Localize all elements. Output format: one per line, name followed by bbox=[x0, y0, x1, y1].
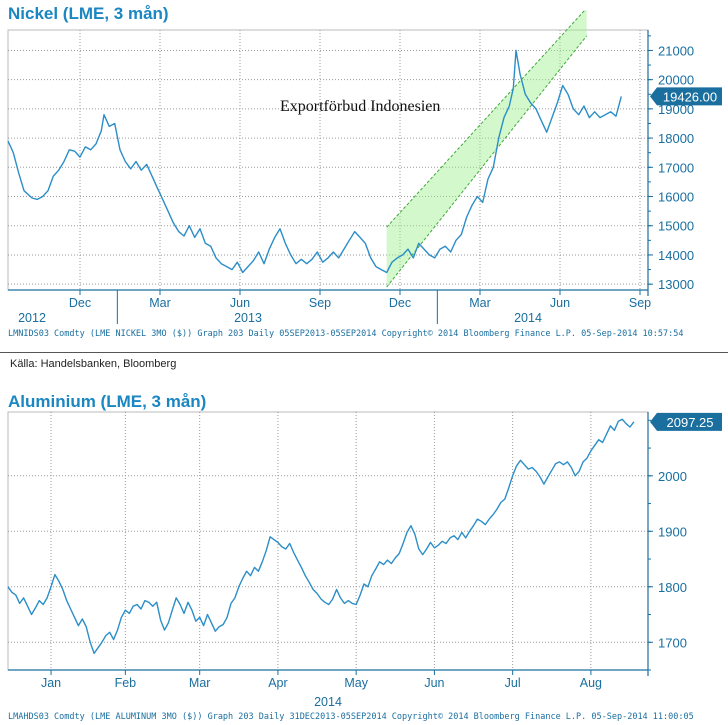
last-value-label: 2097.25 bbox=[667, 415, 714, 430]
bloomberg-footer: LMAHDS03 Comdty (LME ALUMINUM 3MO ($)) G… bbox=[8, 712, 694, 722]
aluminium-chart-title: Aluminium (LME, 3 mån) bbox=[8, 392, 207, 411]
trend-band bbox=[386, 10, 587, 288]
x-tick-label: Dec bbox=[69, 296, 91, 310]
x-tick-label: Mar bbox=[189, 676, 211, 690]
last-value-flag bbox=[650, 412, 722, 431]
y-tick-label: 18000 bbox=[658, 131, 694, 146]
nickel-chart-title: Nickel (LME, 3 mån) bbox=[8, 4, 169, 23]
year-label: 2012 bbox=[18, 311, 46, 325]
series-line bbox=[7, 49, 622, 274]
nickel-chart-panel: 13000 14000 15000 16000 17000 18000 19000 20000… bbox=[0, 0, 728, 345]
x-tick-label: Jun bbox=[230, 296, 250, 310]
x-tick-label: Dec bbox=[389, 296, 411, 310]
y-tick-label: 15000 bbox=[658, 219, 694, 234]
y-tick-label: 1800 bbox=[658, 580, 687, 595]
trend-band-upper-edge bbox=[386, 10, 586, 228]
y-tick-label: 1700 bbox=[658, 635, 687, 650]
year-label: 2014 bbox=[514, 311, 542, 325]
x-tick-label: Jun bbox=[424, 676, 444, 690]
y-tick-label: 14000 bbox=[658, 248, 694, 263]
x-tick-label: Jun bbox=[550, 296, 570, 310]
x-tick-label: Aug bbox=[580, 676, 602, 690]
y-tick-label: 21000 bbox=[658, 43, 694, 58]
x-tick-label: Feb bbox=[115, 676, 137, 690]
x-tick-label: Sep bbox=[309, 296, 331, 310]
series-line bbox=[7, 418, 635, 655]
y-tick-label: 1900 bbox=[658, 524, 687, 539]
y-tick-label: 19000 bbox=[658, 102, 694, 117]
y-tick-label: 17000 bbox=[658, 160, 694, 175]
panel-divider bbox=[0, 352, 728, 353]
year-label: 2013 bbox=[234, 311, 262, 325]
x-tick-label: Jul bbox=[505, 676, 521, 690]
last-value-label: 19426.00 bbox=[663, 89, 717, 104]
source-text: Källa: Handelsbanken, Bloomberg bbox=[10, 358, 177, 370]
x-tick-label: Mar bbox=[149, 296, 171, 310]
y-tick-label: 16000 bbox=[658, 190, 694, 205]
y-tick-label: 2000 bbox=[658, 469, 687, 484]
x-tick-label: Jan bbox=[41, 676, 61, 690]
trend-band-group bbox=[386, 10, 588, 288]
x-tick-label: Sep bbox=[629, 296, 651, 310]
x-tick-label: May bbox=[344, 676, 368, 690]
x-axis-label: 2014 bbox=[314, 695, 342, 709]
aluminium-chart: 1700 1800 1900 2000 Jan Feb Mar Apr May Jun Jul Aug… bbox=[7, 411, 722, 722]
annotation-text: Exportförbud Indonesien bbox=[280, 98, 440, 115]
y-tick-label: 20000 bbox=[658, 73, 694, 88]
last-value-flag bbox=[650, 87, 722, 106]
nickel-chart: 13000 14000 15000 16000 17000 18000 19000 20000… bbox=[7, 10, 722, 339]
x-tick-label: Mar bbox=[469, 296, 491, 310]
trend-band-lower-edge bbox=[386, 35, 588, 288]
y-tick-label: 13000 bbox=[658, 277, 694, 292]
aluminium-chart-panel: 1700 1800 1900 2000 Jan Feb Mar Apr May Jun Jul Aug… bbox=[0, 388, 728, 725]
bloomberg-footer: LMNIDS03 Comdty (LME NICKEL 3MO ($)) Gra… bbox=[8, 329, 684, 339]
plot-area bbox=[7, 411, 649, 671]
x-tick-label: Apr bbox=[268, 676, 287, 690]
